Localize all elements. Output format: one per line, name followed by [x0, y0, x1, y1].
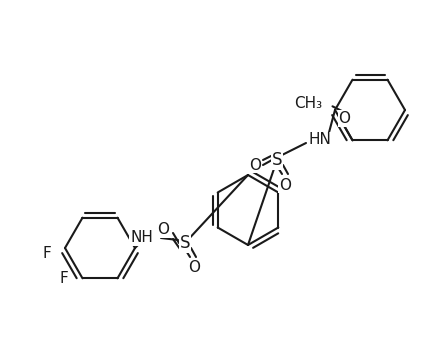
Text: O: O: [279, 177, 291, 192]
Text: O: O: [157, 222, 169, 237]
Text: F: F: [42, 246, 51, 261]
Text: S: S: [180, 234, 190, 252]
Text: S: S: [272, 151, 282, 169]
Text: F: F: [60, 271, 68, 286]
Text: O: O: [249, 157, 261, 172]
Text: HN: HN: [309, 132, 332, 147]
Text: O: O: [188, 261, 200, 276]
Text: CH₃: CH₃: [295, 96, 322, 111]
Text: O: O: [338, 111, 350, 126]
Text: NH: NH: [130, 231, 153, 246]
